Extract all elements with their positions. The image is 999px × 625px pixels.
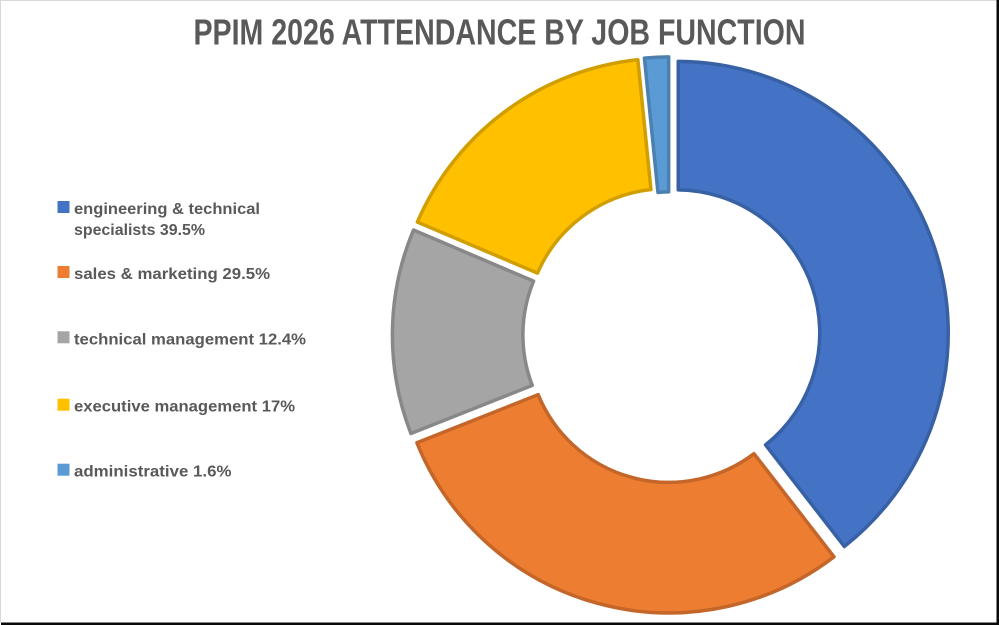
svg-text:specialists 39.5%: specialists 39.5% (74, 222, 205, 239)
svg-text:administrative 1.6%: administrative 1.6% (74, 464, 232, 481)
svg-text:executive management 17%: executive management 17% (74, 399, 295, 416)
svg-text:technical management 12.4%: technical management 12.4% (74, 331, 306, 348)
svg-text:PPIM 2026 ATTENDANCE BY JOB FU: PPIM 2026 ATTENDANCE BY JOB FUNCTION (194, 11, 806, 52)
svg-text:sales & marketing 29.5%: sales & marketing 29.5% (74, 266, 270, 283)
svg-text:engineering & technical: engineering & technical (74, 201, 260, 218)
